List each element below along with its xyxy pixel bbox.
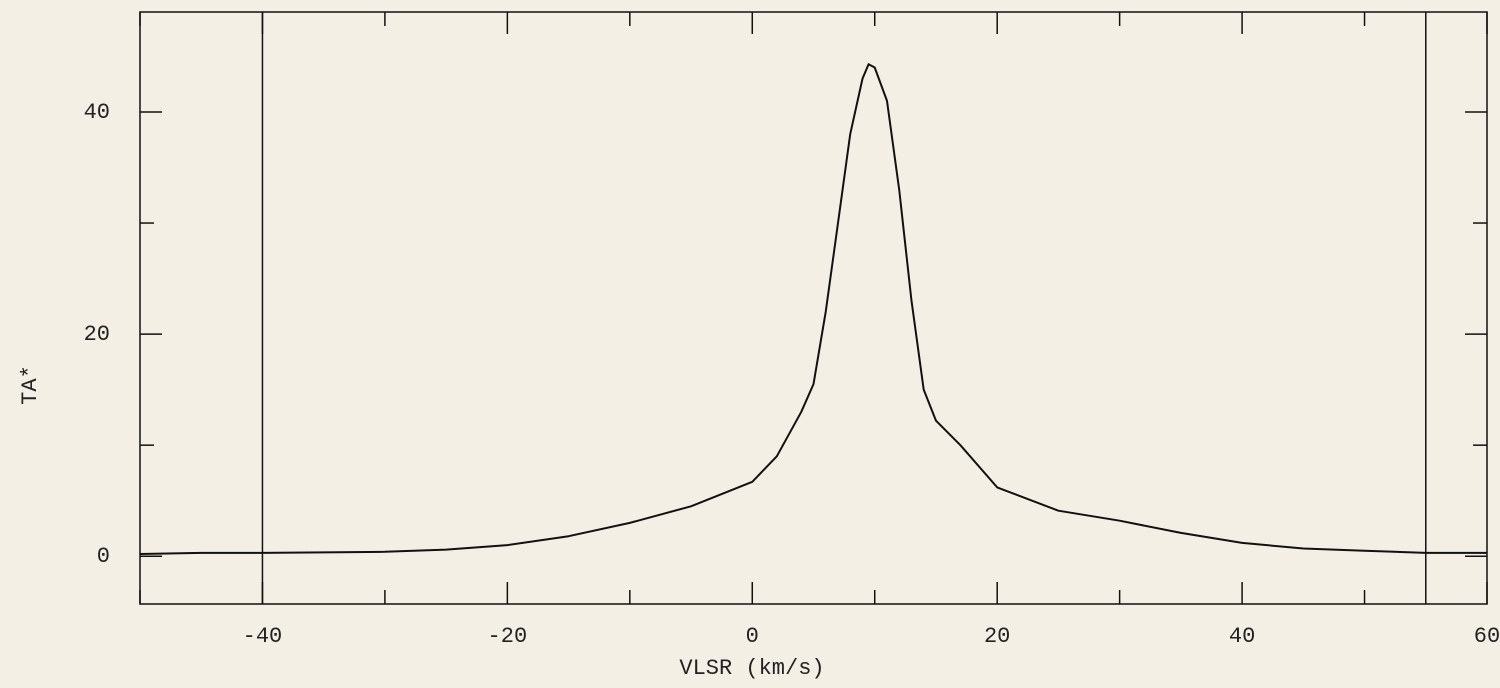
y-tick-label: 20	[84, 322, 110, 347]
x-tick-label: -20	[488, 624, 528, 649]
spectrum-line	[139, 63, 1487, 555]
y-tick-label: 40	[84, 100, 110, 125]
y-tick-label: 0	[97, 544, 110, 569]
x-tick-label: 20	[984, 624, 1010, 649]
x-axis-label: VLSR (km/s)	[679, 656, 824, 681]
x-tick-label: 0	[746, 624, 759, 649]
plot-frame	[139, 11, 1488, 605]
x-tick-label: 40	[1229, 624, 1255, 649]
x-tick-label: -40	[243, 624, 283, 649]
x-tick-label: 60	[1474, 624, 1500, 649]
y-axis-label: TA*	[18, 365, 43, 405]
